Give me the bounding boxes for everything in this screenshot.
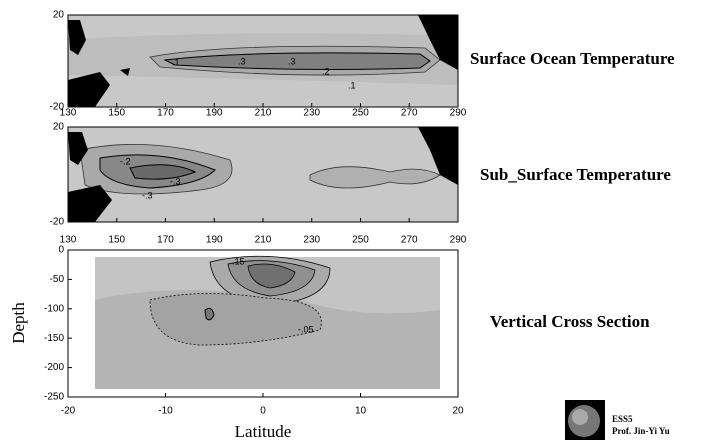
x-axis-label: Latitude — [235, 422, 292, 441]
contour-label: .3 — [238, 56, 246, 66]
x-tick-label: 190 — [206, 235, 223, 246]
surface-map — [68, 15, 458, 107]
panel-title: Sub_Surface Temperature — [480, 165, 671, 184]
x-tick-label: 190 — [206, 108, 223, 119]
contour-label: -.3 — [142, 190, 153, 200]
cross-section — [68, 250, 458, 397]
y-tick-label: -20 — [50, 217, 65, 228]
x-tick-label: 0 — [260, 406, 266, 417]
y-tick-label: -150 — [44, 333, 64, 344]
x-tick-label: 150 — [108, 108, 125, 119]
contour-label: -.3 — [170, 176, 181, 186]
contour-label: -.05 — [298, 324, 314, 334]
figure: .1 .3 .3 .2 .1 -.2 -.3 -.3 .15 -.05 Dept… — [0, 0, 725, 442]
y-tick-label: -20 — [50, 102, 65, 113]
contour-label: .1 — [348, 80, 356, 90]
subsurface-map — [68, 127, 458, 222]
contour-label: .2 — [322, 66, 330, 76]
x-tick-label: 210 — [255, 235, 272, 246]
x-tick-label: 230 — [303, 108, 320, 119]
y-tick-label: 20 — [53, 10, 65, 21]
y-tick-label: 0 — [58, 245, 64, 256]
x-tick-label: 270 — [401, 235, 418, 246]
x-tick-label: 210 — [255, 108, 272, 119]
course-label: ESS5 — [612, 414, 633, 424]
y-tick-label: 20 — [53, 122, 65, 133]
y-tick-label: -250 — [44, 392, 64, 403]
x-tick-label: 270 — [401, 108, 418, 119]
logo — [565, 400, 605, 440]
contour-label: .3 — [288, 56, 296, 66]
y-tick-label: -50 — [50, 274, 65, 285]
panel-title: Vertical Cross Section — [490, 312, 650, 331]
y-axis-label: Depth — [9, 302, 28, 344]
y-tick-label: -200 — [44, 362, 64, 373]
x-tick-label: 290 — [450, 108, 467, 119]
x-tick-label: 170 — [157, 235, 174, 246]
author-label: Prof. Jin-Yi Yu — [612, 426, 670, 436]
panel-title: Surface Ocean Temperature — [470, 49, 675, 68]
x-tick-label: 230 — [303, 235, 320, 246]
contour-label: .1 — [172, 57, 180, 67]
x-tick-label: 290 — [450, 235, 467, 246]
x-tick-label: 250 — [352, 108, 369, 119]
y-tick-label: -100 — [44, 303, 64, 314]
x-tick-label: 250 — [352, 235, 369, 246]
x-tick-label: -10 — [158, 406, 173, 417]
contour-label: -.2 — [120, 156, 131, 166]
x-tick-label: 150 — [108, 235, 125, 246]
x-tick-label: -20 — [61, 406, 76, 417]
x-tick-label: 170 — [157, 108, 174, 119]
contour-label: .15 — [232, 256, 245, 266]
x-tick-label: 20 — [452, 406, 464, 417]
x-tick-label: 10 — [355, 406, 367, 417]
